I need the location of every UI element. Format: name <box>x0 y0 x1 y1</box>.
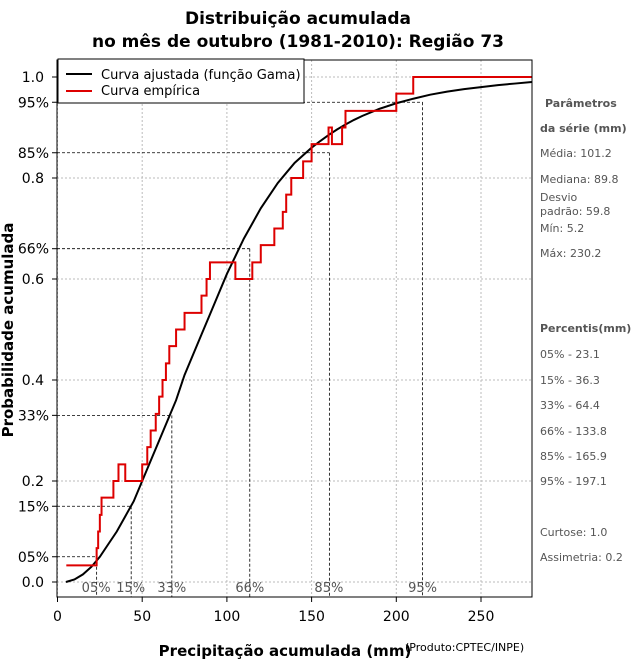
series-fitted-curve <box>65 81 532 583</box>
y-tick-label: 0.2 <box>22 474 44 490</box>
params-title-1: Parâmetros <box>545 97 617 110</box>
y-tick-label: 0.8 <box>22 171 44 187</box>
percentil-05: 05% - 23.1 <box>540 348 600 361</box>
x-tick-label: 250 <box>468 609 495 625</box>
x-tick-label: 200 <box>383 609 410 625</box>
param-min: Mín: 5.2 <box>540 222 584 235</box>
y-percentile-tick-label: 66% <box>18 242 49 258</box>
y-percentile-tick-label: 85% <box>18 146 49 162</box>
legend-box <box>57 58 305 104</box>
legend: Curva ajustada (função Gama) Curva empír… <box>57 58 305 104</box>
percentile-guides <box>57 101 423 597</box>
x-tick-label: 50 <box>133 609 151 625</box>
percentis-title: Percentis(mm) <box>540 322 631 335</box>
stat-curtose: Curtose: 1.0 <box>540 526 607 539</box>
param-stddev-line1: Desvio <box>540 191 578 204</box>
x-tick-label: 100 <box>214 609 241 625</box>
y-percentile-tick-label: 95% <box>18 95 49 111</box>
param-median: Mediana: 89.8 <box>540 173 618 186</box>
side-panel: Parâmetros da série (mm) Média: 101.2 Me… <box>540 97 631 564</box>
x-percentile-label: 33% <box>157 581 186 596</box>
x-percentile-label: 85% <box>314 581 343 596</box>
percentil-66: 66% - 133.8 <box>540 425 607 438</box>
percentil-33: 33% - 64.4 <box>540 399 600 412</box>
legend-label-empirical: Curva empírica <box>101 84 200 99</box>
x-axis: 0 50 100 150 200 250 <box>53 597 494 625</box>
y-percentile-tick-label: 05% <box>18 550 49 566</box>
x-percentile-label: 05% <box>82 581 111 596</box>
x-axis-note: (Produto:CPTEC/INPE) <box>405 641 524 654</box>
param-max: Máx: 230.2 <box>540 247 601 260</box>
param-mean: Média: 101.2 <box>540 147 612 160</box>
series-empirical-curve <box>66 76 532 567</box>
chart-title-line1: Distribuição acumulada <box>185 9 411 29</box>
params-title-2: da série (mm) <box>540 122 627 135</box>
x-percentile-label: 95% <box>408 581 437 596</box>
series-layer <box>65 76 532 583</box>
x-tick-label: 0 <box>53 609 62 625</box>
y-axis: 0.0 0.2 0.4 0.6 0.8 1.0 05% 15% 33% 66% 85% 95% <box>18 70 57 591</box>
x-percentile-label: 66% <box>235 581 264 596</box>
x-percentile-label: 15% <box>116 581 145 596</box>
x-percentile-labels: 05% 15% 33% 66% 85% 95% <box>82 581 437 596</box>
percentil-15: 15% - 36.3 <box>540 374 600 387</box>
y-tick-label: 1.0 <box>22 70 44 86</box>
y-axis-label: Probabilidade acumulada <box>0 223 17 438</box>
stat-assimetria: Assimetria: 0.2 <box>540 551 623 564</box>
legend-label-fitted: Curva ajustada (função Gama) <box>101 68 301 83</box>
y-percentile-tick-label: 33% <box>18 408 49 424</box>
y-tick-label: 0.6 <box>22 272 44 288</box>
param-stddev-line2: padrão: 59.8 <box>540 205 610 218</box>
y-tick-label: 0.4 <box>22 373 44 389</box>
percentil-95: 95% - 197.1 <box>540 475 607 488</box>
x-tick-label: 150 <box>298 609 325 625</box>
percentil-85: 85% - 165.9 <box>540 450 607 463</box>
y-tick-label: 0.0 <box>22 575 44 591</box>
y-percentile-tick-label: 15% <box>18 499 49 515</box>
x-axis-label: Precipitação acumulada (mm) <box>159 642 412 660</box>
chart-title-line2: no mês de outubro (1981-2010): Região 73 <box>92 32 504 52</box>
